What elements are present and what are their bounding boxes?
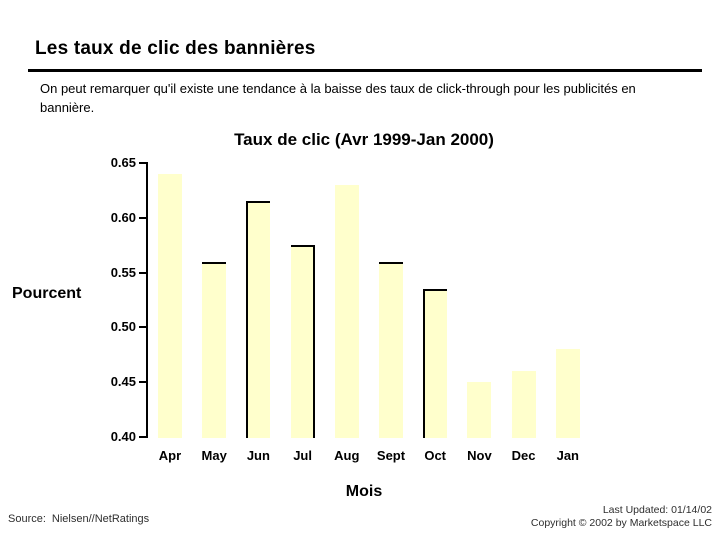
x-axis-label: Mois <box>345 483 383 500</box>
bar-may <box>202 261 227 438</box>
copyright-text: Copyright © 2002 by Marketspace LLC <box>530 517 712 530</box>
chart-title: Taux de clic (Avr 1999-Jan 2000) <box>234 130 494 149</box>
page-title: Les taux de clic des bannières <box>35 38 316 59</box>
bar-dec <box>511 371 536 438</box>
bar-oct <box>423 289 448 438</box>
bar-aug <box>334 184 359 438</box>
bar-jul <box>290 245 315 438</box>
y-tick-label: 0.65 <box>110 155 136 170</box>
bar-sept <box>379 261 403 438</box>
last-updated-text: Last Updated: 01/14/02 <box>602 504 712 516</box>
x-tick-label-nov: Nov <box>467 448 492 463</box>
x-tick-label-jul: Jul <box>293 448 312 463</box>
y-tick-label: 0.40 <box>110 429 136 444</box>
y-tick-label: 0.55 <box>110 264 136 280</box>
bar-jan <box>555 349 580 438</box>
y-tick-mark <box>139 216 148 219</box>
x-tick-label-oct: Oct <box>424 448 447 463</box>
body-text: On peut remarquer qu'il existe une tenda… <box>40 81 636 115</box>
source-label: Source: <box>8 513 46 525</box>
bar-jun <box>246 201 271 438</box>
y-axis-label: Pourcent <box>12 285 82 302</box>
y-tick-mark <box>139 271 148 274</box>
bar-nov <box>467 382 492 438</box>
x-tick-label-jun: Jun <box>246 448 270 463</box>
copyright-note: Last Updated: 01/14/02 Copyright © 2002 … <box>531 504 712 530</box>
source-value: Nielsen//NetRatings <box>51 513 150 525</box>
x-tick-label-jan: Jan <box>556 448 579 463</box>
x-tick-label-aug: Aug <box>334 448 360 463</box>
x-tick-label-dec: Dec <box>511 448 536 463</box>
source-note: Source: Nielsen//NetRatings <box>8 513 149 525</box>
x-tick-label-apr: Apr <box>158 448 182 463</box>
y-tick-mark <box>139 162 148 164</box>
y-tick-mark <box>139 326 148 329</box>
x-tick-label-sept: Sept <box>376 448 406 463</box>
y-tick-mark <box>139 436 148 438</box>
y-tick-label: 0.50 <box>110 319 136 335</box>
y-tick-label: 0.45 <box>110 374 136 390</box>
plot-area: 0.65 0.60 0.55 0.50 0.45 0.40 Apr May Jun Jul Aug S… <box>111 155 584 463</box>
bar-apr <box>158 173 182 438</box>
y-tick-label: 0.60 <box>110 209 136 225</box>
y-tick-mark <box>139 381 148 384</box>
x-tick-label-may: May <box>201 448 227 463</box>
title-underline <box>28 69 702 72</box>
